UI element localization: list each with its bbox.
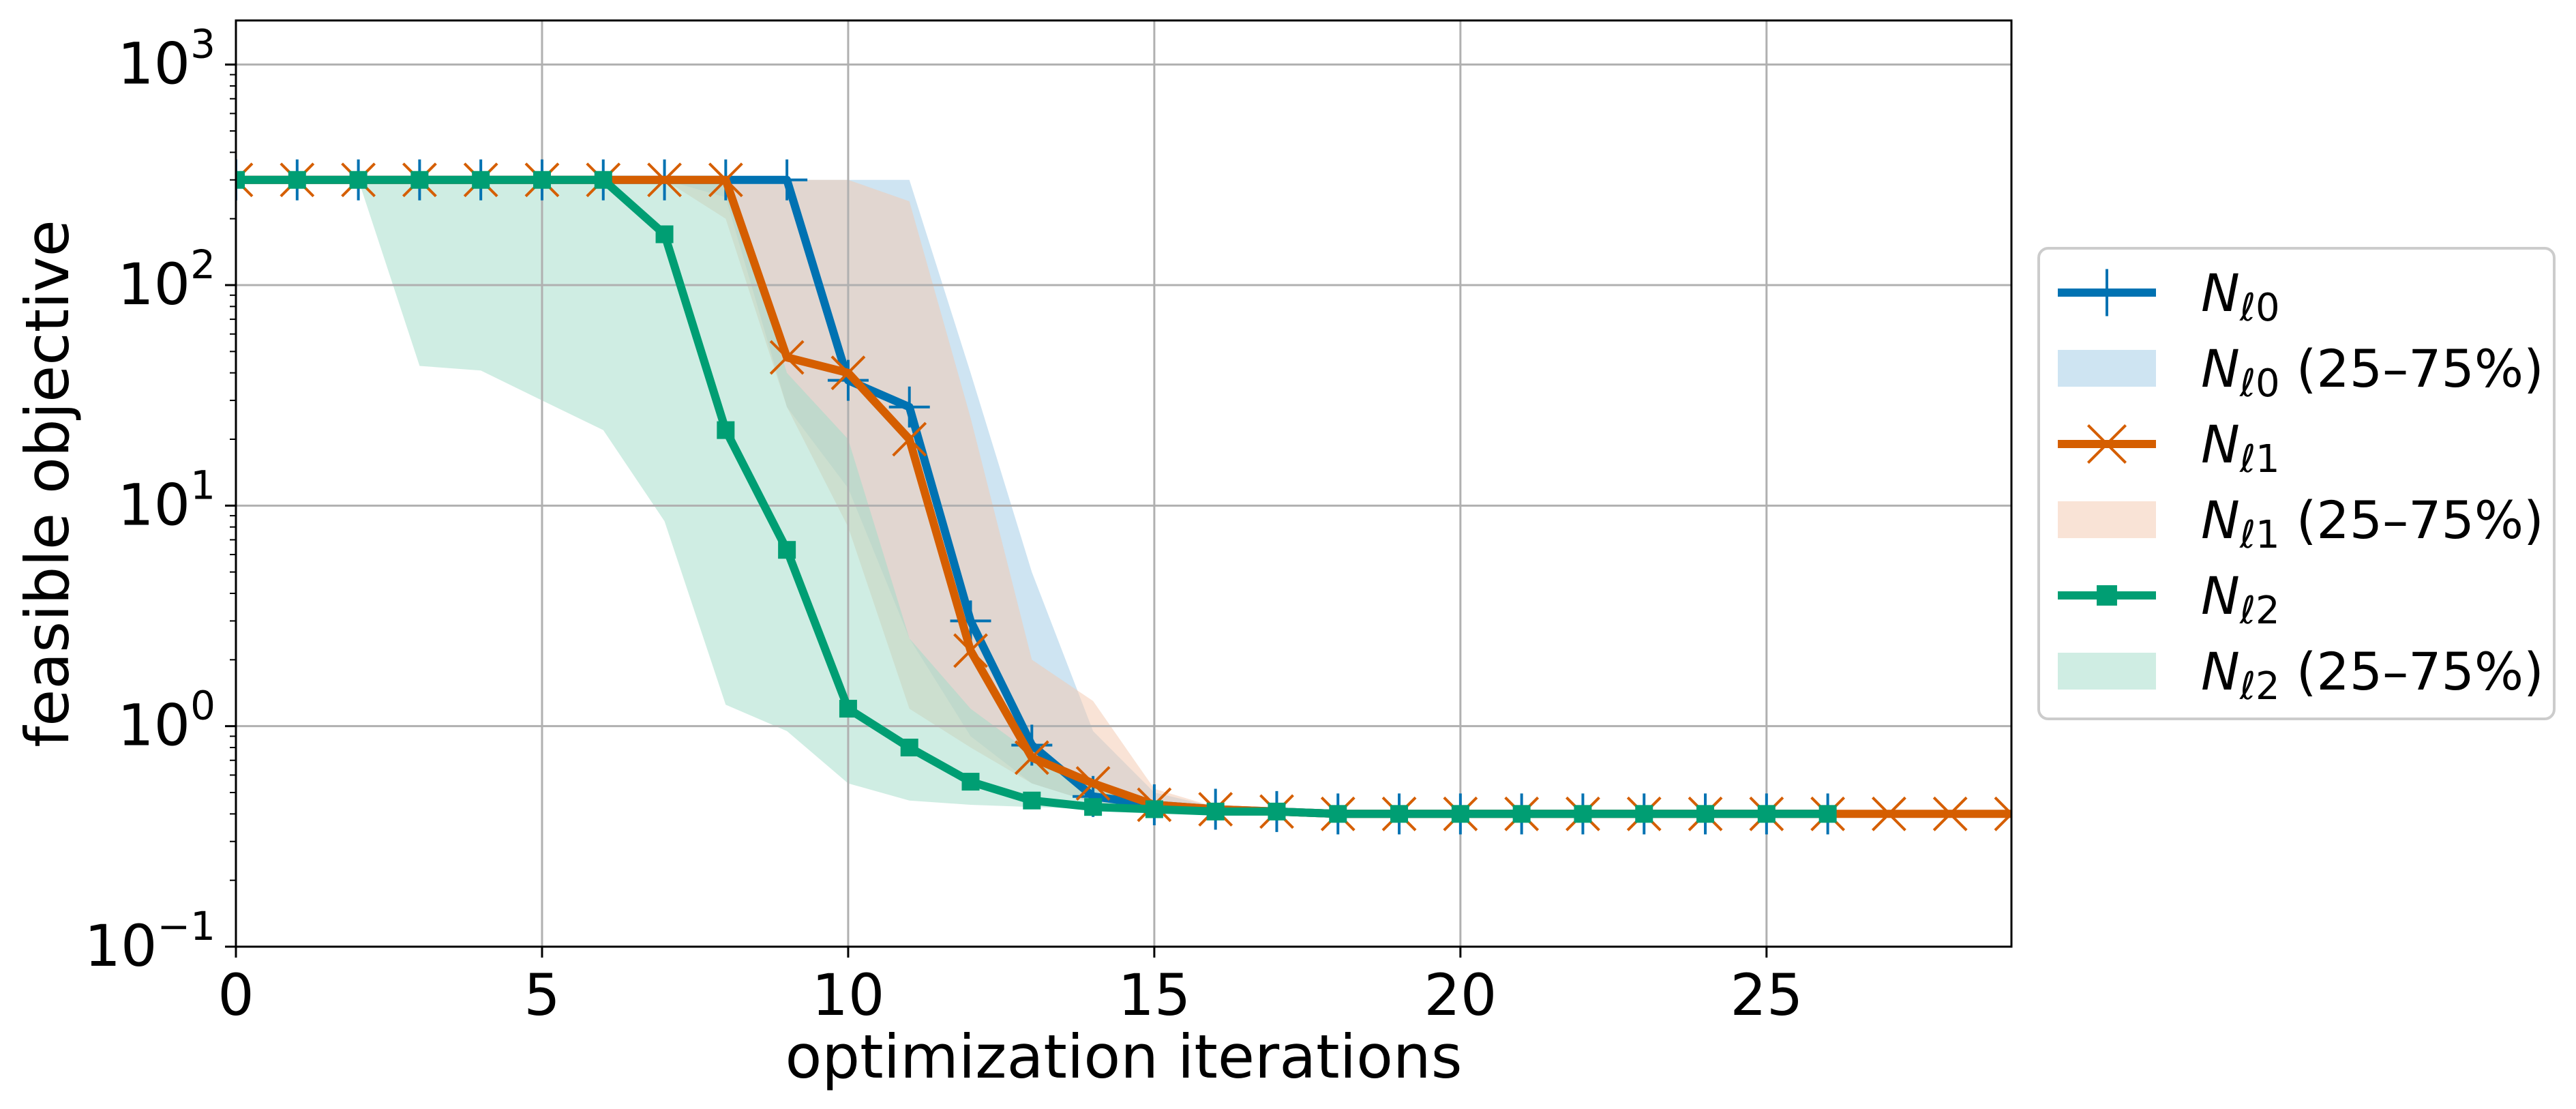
data-point bbox=[1206, 802, 1225, 820]
data-point bbox=[1871, 796, 1906, 831]
x-tick-label: 20 bbox=[1424, 962, 1497, 1029]
data-point bbox=[1574, 805, 1592, 823]
data-point bbox=[1075, 766, 1111, 801]
data-point bbox=[839, 700, 857, 718]
data-point bbox=[472, 171, 490, 189]
data-point bbox=[717, 421, 735, 439]
data-point bbox=[410, 171, 429, 189]
data-point bbox=[1390, 805, 1409, 823]
data-point bbox=[900, 739, 918, 757]
iqr-band-2 bbox=[236, 179, 1828, 814]
data-point bbox=[594, 171, 612, 189]
data-point bbox=[950, 600, 991, 642]
data-point bbox=[778, 541, 796, 559]
data-point bbox=[1023, 791, 1041, 810]
data-point bbox=[827, 359, 869, 401]
legend-marker bbox=[2083, 269, 2131, 316]
data-point bbox=[236, 162, 254, 198]
y-tick-label: 10−1 bbox=[85, 903, 215, 979]
data-point bbox=[1014, 740, 1049, 775]
y-tick-label: 100 bbox=[117, 683, 215, 759]
data-point bbox=[655, 225, 674, 243]
data-point bbox=[769, 340, 805, 375]
data-point bbox=[1932, 796, 1968, 831]
x-tick-label: 5 bbox=[524, 962, 560, 1029]
data-point bbox=[236, 171, 245, 189]
data-point bbox=[892, 422, 927, 457]
data-point bbox=[1757, 805, 1776, 823]
plot-frame bbox=[235, 19, 2013, 948]
y-tick-label: 103 bbox=[117, 21, 215, 98]
axes-layer: 0 5 10 15 20 25 103 102 101 100 10−1 bbox=[85, 21, 1803, 1029]
data-point bbox=[953, 633, 988, 668]
x-axis-label: optimization iterations bbox=[785, 1022, 1462, 1092]
legend-marker bbox=[2086, 424, 2127, 464]
data-point bbox=[1696, 805, 1715, 823]
x-tick-label: 15 bbox=[1118, 962, 1190, 1029]
legend-band-swatch bbox=[2058, 653, 2156, 690]
legend-band-swatch bbox=[2058, 350, 2156, 387]
data-point bbox=[1268, 802, 1286, 820]
series-layer bbox=[236, 159, 2011, 835]
data-point bbox=[1512, 805, 1531, 823]
legend-band-swatch bbox=[2058, 501, 2156, 538]
data-point bbox=[888, 386, 930, 428]
y-tick-label: 102 bbox=[117, 241, 215, 318]
legend-marker bbox=[2097, 585, 2117, 606]
data-point bbox=[1818, 805, 1837, 823]
data-point bbox=[533, 171, 551, 189]
data-point bbox=[349, 171, 368, 189]
data-point bbox=[1084, 798, 1103, 816]
legend-label: Nℓ2 bbox=[2201, 565, 2280, 633]
legend-label: Nℓ0 (25–75%) bbox=[2201, 338, 2544, 406]
data-point bbox=[288, 171, 306, 189]
data-point bbox=[961, 773, 980, 791]
bands-layer bbox=[236, 179, 2011, 814]
data-point bbox=[1145, 800, 1163, 818]
y-tick-label: 101 bbox=[117, 462, 215, 538]
y-axis-label: feasible objective bbox=[12, 220, 83, 748]
data-point bbox=[1994, 796, 2011, 831]
legend-frame bbox=[2037, 247, 2556, 720]
legend-label: Nℓ0 bbox=[2201, 263, 2280, 330]
data-point bbox=[766, 159, 808, 201]
x-tick-label: 25 bbox=[1730, 962, 1803, 1029]
data-point bbox=[647, 162, 682, 198]
data-point bbox=[830, 355, 866, 391]
legend-label: Nℓ2 (25–75%) bbox=[2201, 641, 2544, 709]
legend: Nℓ0 Nℓ0 (25–75%) Nℓ1 Nℓ1 (25–75%) Nℓ2 Nℓ2 (25… bbox=[2037, 247, 2556, 720]
x-tick-label: 10 bbox=[811, 962, 884, 1029]
data-point bbox=[1635, 805, 1653, 823]
data-point bbox=[1451, 805, 1469, 823]
x-tick-label: 0 bbox=[218, 962, 254, 1029]
data-point bbox=[708, 162, 743, 198]
legend-label: Nℓ1 bbox=[2201, 414, 2280, 482]
legend-label: Nℓ1 (25–75%) bbox=[2201, 490, 2544, 557]
data-point bbox=[1329, 805, 1347, 823]
